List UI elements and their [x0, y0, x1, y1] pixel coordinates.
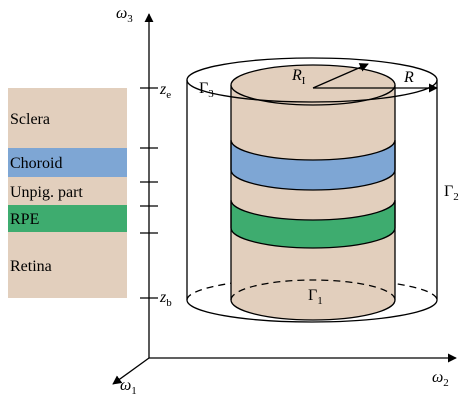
layer-label: Choroid — [10, 155, 62, 172]
layer-label: RPE — [10, 211, 39, 228]
level-label: ze — [159, 81, 171, 101]
radius-label: R — [403, 69, 414, 86]
level-label: zb — [159, 289, 172, 309]
layer-label: Sclera — [10, 111, 50, 128]
axis-label: ω3 — [116, 5, 133, 25]
boundary-label: Γ3 — [199, 80, 214, 100]
layer-label: Unpig. part — [10, 184, 83, 201]
boundary-label: Γ2 — [444, 183, 459, 203]
layer-label: Retina — [10, 258, 52, 275]
diagram: Sclera Choroid Unpig. part RPE Retina ω3… — [0, 0, 464, 400]
axis-label: ω2 — [432, 369, 449, 389]
inner-body — [231, 85, 395, 320]
axis-label: ω1 — [120, 377, 137, 397]
